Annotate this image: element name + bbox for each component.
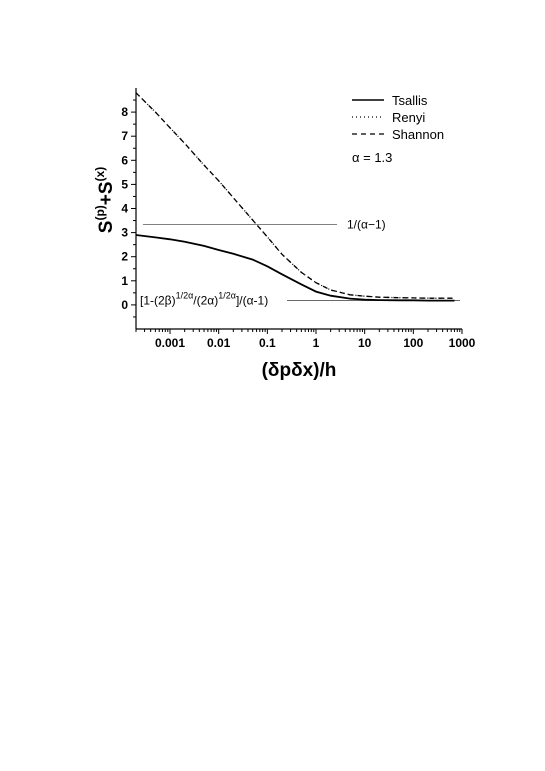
hline-label-upper: 1/(α−1)	[347, 218, 386, 232]
y-tick-label: 7	[121, 129, 128, 143]
hline-label-lower: [1-(2β)1/2α/(2α)1/2α]/(α-1)	[140, 291, 268, 308]
y-tick-label: 0	[121, 298, 128, 312]
legend-label-renyi: Renyi	[392, 110, 425, 125]
series-layer	[135, 92, 455, 302]
x-tick-label: 10	[358, 336, 372, 350]
y-axis-title-sup2: (x)	[93, 167, 107, 182]
ticks-layer: 0 1 2 3 4 5 6 7 8 0.001 0.01 0.1 1 10 100 1000	[121, 99, 476, 350]
y-tick-label: 4	[121, 202, 128, 216]
series-line-shannon	[135, 92, 455, 299]
y-tick-label: 1	[121, 274, 128, 288]
y-tick-label: 8	[121, 105, 128, 119]
y-tick-label: 5	[121, 177, 128, 191]
x-tick-label: 0.1	[259, 336, 276, 350]
series-line-tsallis	[135, 234, 455, 302]
hline-label-lower-sup1: 1/2α	[176, 291, 194, 301]
alpha-annotation: α = 1.3	[352, 150, 392, 165]
hline-label-lower-part3: ]/(α-1)	[236, 294, 268, 308]
y-axis-title-sup1: (p)	[93, 205, 107, 220]
legend-label-shannon: Shannon	[392, 127, 444, 142]
x-tick-label: 0.01	[207, 336, 231, 350]
x-tick-label: 0.001	[155, 336, 185, 350]
y-axis-title: S(p)+S(x)	[93, 167, 117, 233]
hline-label-lower-part2: /(2α)	[193, 294, 218, 308]
reference-lines-layer	[143, 224, 460, 301]
hline-label-lower-sup2: 1/2α	[218, 291, 236, 301]
x-tick-label: 1	[313, 336, 320, 350]
x-tick-label: 100	[403, 336, 423, 350]
legend: Tsallis Renyi Shannon α = 1.3	[352, 93, 444, 165]
y-tick-label: 2	[121, 250, 128, 264]
x-axis-title: (δpδx)/h	[262, 360, 337, 381]
y-axis-title-plus: +S	[96, 181, 117, 205]
legend-label-tsallis: Tsallis	[392, 93, 428, 108]
y-tick-label: 6	[121, 153, 128, 167]
y-axis-title-s1: S	[96, 221, 117, 234]
x-tick-label: 1000	[449, 336, 476, 350]
y-tick-label: 3	[121, 226, 128, 240]
hline-label-lower-part1: [1-(2β)	[140, 294, 176, 308]
